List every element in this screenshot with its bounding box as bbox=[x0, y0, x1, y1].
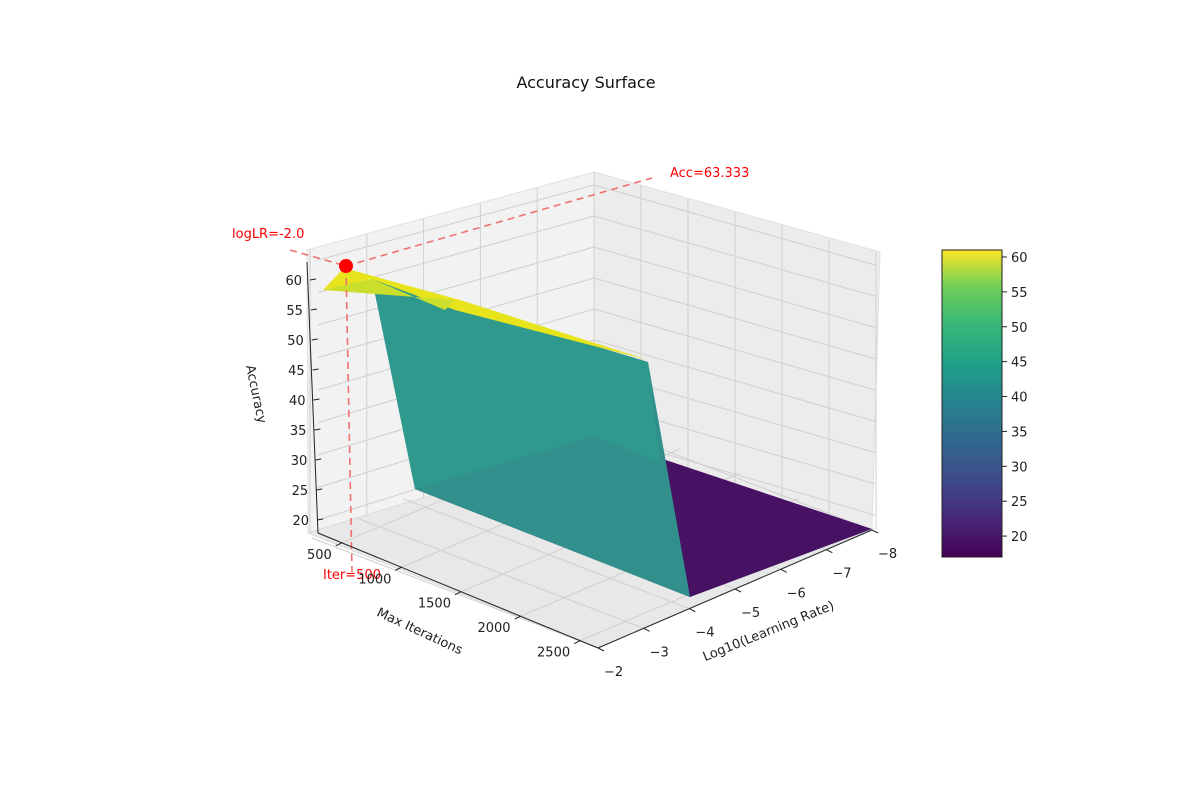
y-tick-label: 500 bbox=[307, 548, 332, 563]
z-tick-mark bbox=[316, 488, 323, 491]
lr-annotation: logLR=-2.0 bbox=[232, 227, 304, 242]
x-grid-line bbox=[357, 517, 644, 629]
z-tick-mark bbox=[315, 458, 322, 461]
z-tick-label: 45 bbox=[288, 364, 305, 379]
colorbar-tick-label: 40 bbox=[1011, 391, 1028, 406]
y-tick-mark bbox=[573, 640, 581, 645]
colorbar-ticks: 20 25 30 35 40 45 50 55 60 bbox=[1002, 251, 1028, 545]
surface-teal-face bbox=[372, 279, 660, 489]
z-tick-mark bbox=[314, 428, 321, 431]
best-point-annotations: Acc=63.333 logLR=-2.0 Iter=500 bbox=[232, 166, 749, 583]
y-tick-mark bbox=[395, 566, 402, 571]
acc-guide-line bbox=[345, 177, 653, 267]
z-tick-label: 20 bbox=[292, 514, 309, 529]
y-tick-mark bbox=[514, 615, 521, 620]
colorbar-tick-label: 35 bbox=[1011, 425, 1028, 440]
x-tick-mark bbox=[780, 568, 787, 573]
x-tick-label: −4 bbox=[695, 626, 714, 641]
z-tick-label: 55 bbox=[286, 304, 303, 319]
surface-yellow-ridge bbox=[323, 268, 648, 360]
colorbar: 20 25 30 35 40 45 50 55 60 bbox=[941, 249, 1028, 558]
y-tick-mark bbox=[335, 542, 343, 547]
acc-annotation: Acc=63.333 bbox=[670, 166, 749, 181]
x-tick-label: −6 bbox=[787, 586, 806, 601]
y-tick-label: 2000 bbox=[477, 621, 510, 636]
colorbar-tick-label: 55 bbox=[1011, 286, 1028, 301]
iter-guide-line bbox=[345, 265, 353, 573]
z-tick-mark bbox=[310, 308, 317, 311]
x-tick-mark bbox=[734, 588, 742, 593]
x-tick-label: −7 bbox=[832, 567, 851, 582]
x-tick-mark bbox=[689, 608, 696, 613]
z-axis-line bbox=[306, 261, 319, 534]
surface-yellow-edge bbox=[323, 279, 455, 310]
colorbar-tick-label: 30 bbox=[1011, 460, 1028, 475]
z-tick-mark bbox=[316, 518, 324, 521]
z-tick-label: 30 bbox=[291, 454, 308, 469]
colorbar-tick-label: 20 bbox=[1011, 530, 1028, 545]
colorbar-gradient bbox=[941, 249, 1003, 558]
accuracy-surface bbox=[323, 268, 872, 597]
x-axis-label: Log10(Learning Rate) bbox=[701, 599, 837, 665]
z-tick-label: 60 bbox=[285, 274, 302, 289]
x-tick-mark bbox=[871, 529, 879, 534]
lr-guide-line bbox=[289, 249, 347, 267]
iter-annotation: Iter=500 bbox=[323, 568, 381, 583]
x-tick-label: −8 bbox=[878, 547, 897, 562]
best-point-marker bbox=[339, 259, 353, 273]
y-axis-line bbox=[317, 532, 599, 649]
y-tick-label: 2500 bbox=[537, 646, 570, 661]
x-tick-label: −2 bbox=[604, 665, 623, 680]
z-tick-mark bbox=[312, 368, 319, 371]
z-tick-mark bbox=[313, 398, 320, 401]
x-tick-mark bbox=[597, 647, 605, 652]
colorbar-tick-label: 45 bbox=[1011, 356, 1028, 371]
z-tick-label: 40 bbox=[289, 394, 306, 409]
z-grid-line bbox=[317, 246, 595, 326]
colorbar-tick-label: 50 bbox=[1011, 321, 1028, 336]
y-tick-mark bbox=[454, 591, 462, 596]
colorbar-tick-label: 25 bbox=[1011, 495, 1028, 510]
z-grid-line bbox=[317, 184, 595, 261]
z-axis-label: Accuracy bbox=[242, 364, 269, 425]
chart-title: Accuracy Surface bbox=[516, 73, 655, 92]
z-tick-label: 25 bbox=[292, 484, 309, 499]
z-tick-mark bbox=[311, 338, 318, 341]
x-grid-line bbox=[311, 537, 599, 649]
z-tick-label: 35 bbox=[290, 424, 307, 439]
x-tick-label: −3 bbox=[650, 645, 669, 660]
z-tick-mark bbox=[309, 278, 317, 281]
y-tick-label: 1500 bbox=[418, 597, 451, 612]
x-grid-line bbox=[403, 498, 690, 610]
y-tick-label: 1000 bbox=[358, 572, 391, 587]
x-tick-mark bbox=[826, 549, 833, 554]
z-tick-label: 50 bbox=[287, 334, 304, 349]
colorbar-tick-label: 60 bbox=[1011, 251, 1028, 266]
y-axis-label: Max Iterations bbox=[374, 605, 465, 658]
tick-labels: 20 25 30 35 40 45 50 55 60 500 1000 1500 2000 2500 −2 −… bbox=[285, 274, 897, 680]
x-tick-mark bbox=[643, 627, 650, 632]
x-tick-label: −5 bbox=[741, 606, 760, 621]
